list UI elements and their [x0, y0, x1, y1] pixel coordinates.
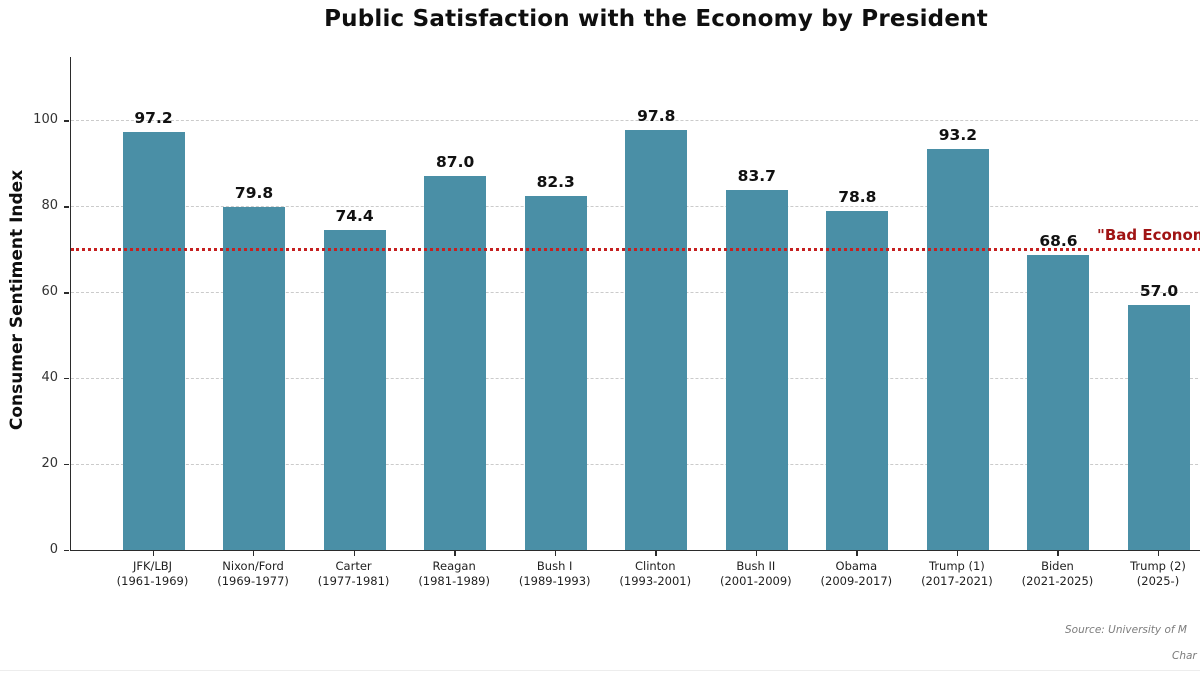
threshold-label: "Bad Econom: [1097, 226, 1200, 245]
x-tick-mark-biden: [1057, 551, 1059, 556]
x-tick-label-obama: Obama (2009-2017): [801, 559, 911, 589]
x-tick-years-jfk-lbj: (1961-1969): [116, 574, 189, 588]
x-tick-mark-trump-1: [956, 551, 959, 556]
x-tick-years-nixon-ford: (1969-1977): [217, 574, 289, 588]
gridline-y-100: [71, 120, 1200, 122]
x-tick-name-obama: Obama: [835, 559, 878, 573]
bottom-rule: [0, 670, 1200, 671]
x-tick-mark-obama: [856, 551, 858, 556]
chart-title: Public Satisfaction with the Economy by …: [324, 6, 988, 32]
x-tick-mark-bush-i: [554, 551, 557, 556]
y-tick-mark-100: [64, 120, 69, 122]
y-tick-mark-60: [64, 292, 69, 294]
x-tick-name-bush-i: Bush I: [536, 559, 573, 573]
bar-value-label-biden: 68.6: [1039, 232, 1078, 251]
y-tick-label-0: 0: [49, 542, 58, 557]
x-tick-years-obama: (2009-2017): [820, 574, 893, 588]
x-tick-years-trump-1: (2017-2021): [921, 574, 993, 588]
x-tick-mark-trump-2: [1158, 551, 1160, 556]
x-tick-label-jfk-lbj: JFK/LBJ (1961-1969): [98, 559, 208, 589]
x-tick-label-trump-1: Trump (1) (2017-2021): [902, 559, 1012, 589]
bar-trump-1: [926, 149, 989, 550]
y-tick-label-20: 20: [41, 456, 58, 472]
x-tick-label-reagan: Reagan (1981-1989): [399, 559, 509, 589]
y-tick-label-60: 60: [41, 284, 58, 300]
bar-jfk-lbj: [122, 132, 185, 550]
x-tick-label-biden: Biden (2021-2025): [1002, 559, 1112, 589]
bar-trump-2: [1128, 305, 1190, 550]
x-tick-name-bush-ii: Bush II: [736, 559, 776, 573]
bar-value-label-jfk-lbj: 97.2: [134, 109, 173, 128]
x-tick-name-jfk-lbj: JFK/LBJ: [132, 559, 173, 573]
bar-nixon-ford: [223, 207, 286, 550]
x-tick-years-trump-2: (2025-): [1136, 574, 1180, 588]
x-tick-label-bush-i: Bush I (1989-1993): [500, 559, 610, 589]
bar-clinton: [625, 129, 688, 550]
source-note: Source: University of M: [1065, 624, 1187, 636]
y-tick-label-40: 40: [41, 370, 58, 386]
bar-value-label-clinton: 97.8: [637, 106, 676, 125]
x-tick-mark-reagan: [454, 551, 456, 556]
x-tick-mark-clinton: [655, 551, 657, 556]
x-tick-name-nixon-ford: Nixon/Ford: [222, 559, 284, 573]
bar-value-label-nixon-ford: 79.8: [234, 184, 274, 202]
x-tick-label-bush-ii: Bush II (2001-2009): [701, 559, 811, 589]
x-tick-name-reagan: Reagan: [432, 559, 476, 573]
x-tick-years-bush-i: (1989-1993): [518, 574, 591, 588]
y-tick-label-80: 80: [41, 198, 58, 214]
x-tick-name-biden: Biden: [1041, 559, 1074, 573]
credit-note: Char: [1172, 650, 1197, 662]
x-tick-mark-nixon-ford: [253, 551, 255, 556]
x-tick-label-clinton: Clinton (1993-2001): [600, 559, 710, 589]
bar-value-label-obama: 78.8: [838, 188, 877, 207]
bar-obama: [826, 211, 889, 550]
x-tick-mark-jfk-lbj: [152, 551, 154, 556]
bar-bush-i: [524, 196, 587, 550]
x-tick-name-trump-1: Trump (1): [928, 559, 985, 573]
y-tick-mark-20: [64, 464, 69, 466]
y-tick-mark-0: [64, 550, 69, 552]
bar-value-label-trump-2: 57.0: [1139, 282, 1179, 300]
x-tick-mark-bush-ii: [755, 551, 758, 556]
x-tick-name-clinton: Clinton: [634, 559, 676, 573]
y-tick-label-100: 100: [33, 112, 58, 128]
bar-value-label-reagan: 87.0: [436, 153, 475, 172]
bar-bush-ii: [725, 190, 788, 550]
bar-value-label-bush-i: 82.3: [536, 173, 575, 192]
x-tick-name-trump-2: Trump (2): [1130, 559, 1186, 573]
x-tick-mark-carter: [353, 551, 355, 556]
x-tick-name-carter: Carter: [335, 559, 372, 573]
x-tick-years-clinton: (1993-2001): [619, 574, 692, 588]
bar-biden: [1027, 255, 1090, 550]
bar-value-label-bush-ii: 83.7: [737, 167, 776, 186]
y-tick-mark-80: [64, 206, 69, 208]
plot-area: 97.2 79.8 74.4 87.0 82.3 97.8 83.7 78.8 93.2 68.6…: [70, 57, 1200, 551]
bar-value-label-trump-1: 93.2: [938, 126, 978, 145]
x-tick-label-carter: Carter (1977-1981): [299, 559, 409, 589]
x-tick-years-bush-ii: (2001-2009): [719, 574, 792, 588]
x-tick-label-trump-2: Trump (2) (2025-): [1103, 559, 1200, 589]
threshold-line: [71, 247, 1200, 251]
y-tick-mark-40: [64, 378, 69, 380]
x-tick-years-biden: (2021-2025): [1021, 574, 1094, 588]
bar-carter: [323, 230, 386, 550]
x-tick-label-nixon-ford: Nixon/Ford (1969-1977): [198, 559, 308, 589]
x-tick-years-reagan: (1981-1989): [418, 574, 490, 588]
x-tick-years-carter: (1977-1981): [317, 574, 390, 588]
bar-reagan: [424, 176, 487, 550]
bar-value-label-carter: 74.4: [335, 207, 374, 226]
